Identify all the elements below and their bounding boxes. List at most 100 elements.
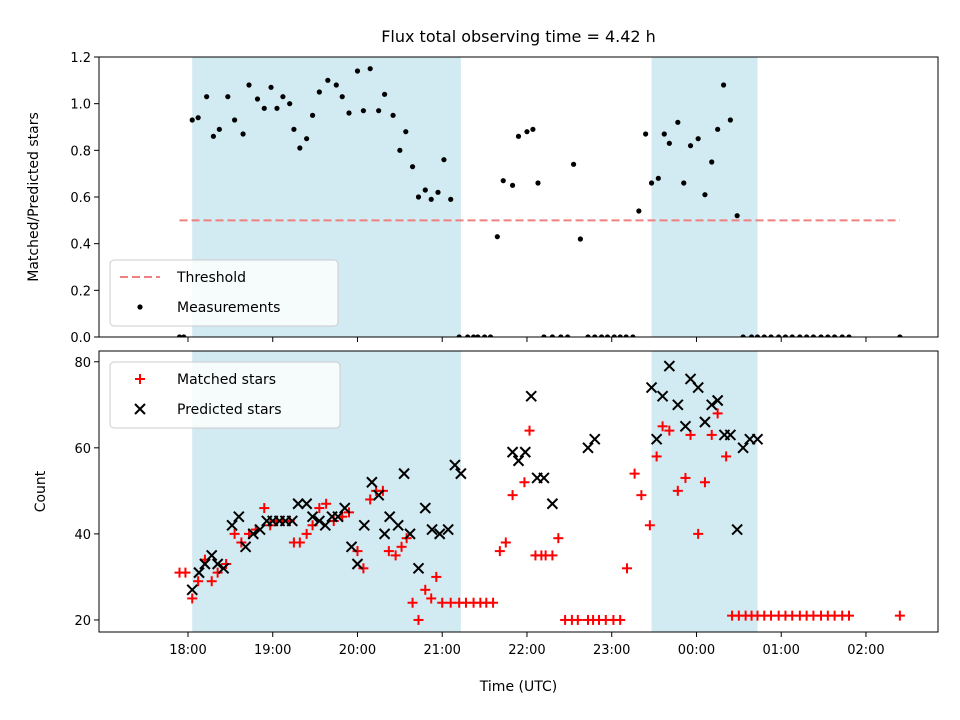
measurement-point <box>261 105 267 111</box>
predicted-star-point <box>392 519 404 531</box>
matched-star-point <box>693 528 704 539</box>
measurement-point <box>643 131 649 137</box>
predicted-star-point <box>339 502 351 514</box>
predicted-star-point <box>247 528 259 540</box>
measurement-point <box>761 334 767 337</box>
predicted-star-point <box>442 523 454 536</box>
measurement-point <box>715 126 721 132</box>
measurement-point <box>768 334 774 337</box>
matched-star-point <box>426 593 437 604</box>
predicted-star-point <box>525 390 537 402</box>
matched-star-point <box>636 490 647 501</box>
measurement-point <box>655 175 661 181</box>
measurement-point <box>604 334 611 337</box>
measurement-point <box>274 105 280 111</box>
predicted-star-point <box>404 528 416 540</box>
matched-star-point <box>445 597 456 608</box>
predicted-star-point <box>233 510 245 523</box>
predicted-star-point <box>239 541 252 553</box>
shaded-interval-2 <box>651 351 758 632</box>
measurement-point <box>636 208 642 214</box>
predicted-star-point <box>306 510 319 523</box>
predicted-star-point <box>751 433 764 445</box>
y-axis-title: Count <box>33 470 49 512</box>
predicted-star-point <box>254 523 266 536</box>
measurement-point <box>435 189 441 195</box>
matched-star-point <box>621 563 632 574</box>
matched-star-point <box>572 614 583 625</box>
measurement-point <box>782 334 789 337</box>
measurement-point <box>475 334 481 337</box>
measurement-point <box>487 334 494 337</box>
measurement-point <box>509 182 516 188</box>
measurement-point <box>810 334 817 337</box>
predicted-star-point <box>226 519 238 531</box>
predicted-star-point <box>378 528 391 540</box>
measurement-point <box>577 236 583 242</box>
matched-star-point <box>321 498 332 509</box>
measurement-point <box>565 334 571 337</box>
measurement-point <box>397 147 403 153</box>
measurement-point <box>709 159 715 165</box>
matched-star-point <box>644 520 655 531</box>
measurement-point <box>381 91 388 97</box>
y-tick-label: 40 <box>74 528 91 543</box>
measurement-point <box>195 115 201 121</box>
measurement-point <box>585 334 591 337</box>
matched-star-point <box>229 528 240 539</box>
y-tick-label: 0.0 <box>70 331 91 346</box>
matched-star-point <box>221 559 232 570</box>
measurement-point <box>304 136 310 142</box>
predicted-star-point <box>211 558 224 570</box>
matched-star-point <box>437 597 448 608</box>
predicted-star-point <box>663 360 676 372</box>
measurement-point <box>558 334 564 337</box>
matched-star-point <box>685 429 696 440</box>
measurement-point <box>681 180 687 186</box>
measurement-point <box>415 194 422 200</box>
predicted-star-point <box>351 558 364 570</box>
measurement-point <box>280 94 286 100</box>
measurement-point <box>367 66 373 72</box>
matched-star-point <box>294 537 305 548</box>
legend: Matched stars Predicted stars <box>109 361 341 429</box>
matched-star-point <box>547 550 558 561</box>
legend-label: Predicted stars <box>177 402 282 418</box>
measurement-point <box>390 112 396 118</box>
measurement-point <box>339 94 345 100</box>
x-axis-title: Time (UTC) <box>479 679 557 695</box>
matched-star-point <box>699 477 710 488</box>
predicted-star-point <box>731 523 743 536</box>
measurement-point <box>456 334 462 337</box>
y-tick-label: 0.2 <box>70 284 91 299</box>
measurement-point <box>309 112 316 118</box>
measurement-point <box>204 94 210 100</box>
matched-star-point <box>383 546 394 557</box>
predicted-star-point <box>512 455 525 467</box>
matched-star-point <box>712 408 723 419</box>
predicted-star-point <box>426 523 438 536</box>
matched-star-point <box>680 472 691 483</box>
matched-star-point <box>507 490 518 501</box>
predicted-star-point <box>645 381 658 394</box>
measurement-point <box>246 82 252 88</box>
measurement-point <box>291 126 297 132</box>
y-tick-label: 20 <box>74 614 91 629</box>
matched-star-point <box>519 477 530 488</box>
y-tick-label: 1.2 <box>70 51 91 66</box>
y-tick-label: 80 <box>74 356 91 371</box>
measurement-point <box>592 334 598 337</box>
matched-star-point <box>187 593 198 604</box>
predicted-star-point <box>582 442 594 454</box>
measurement-point <box>804 334 810 337</box>
measurement-point <box>524 129 530 135</box>
measurement-point <box>570 161 577 167</box>
measurement-point <box>748 334 755 337</box>
measurement-point <box>789 334 795 337</box>
measurement-point <box>422 187 428 193</box>
measurement-point <box>470 334 477 337</box>
measurement-point <box>465 334 471 337</box>
x-tick-label: 02:00 <box>847 643 884 658</box>
predicted-star-point <box>546 498 559 510</box>
predicted-star-point <box>286 515 298 527</box>
